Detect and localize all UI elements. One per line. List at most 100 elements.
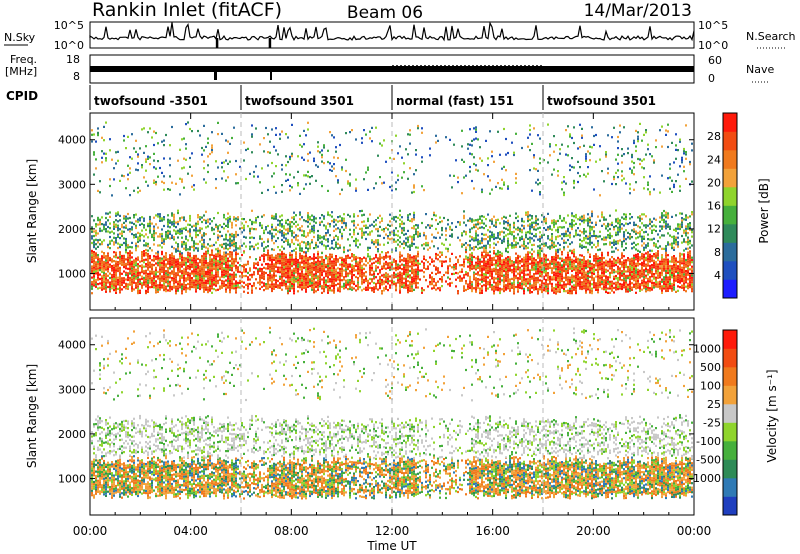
data-cell (209, 244, 211, 248)
data-cell (167, 260, 169, 263)
data-cell (473, 248, 475, 251)
data-cell (227, 248, 229, 251)
data-cell (195, 263, 197, 266)
data-cell (369, 271, 371, 274)
data-cell (225, 259, 227, 262)
data-cell (249, 230, 251, 233)
data-cell (159, 266, 161, 269)
data-cell (251, 236, 253, 239)
data-cell (123, 263, 125, 266)
data-cell (525, 258, 527, 261)
data-cell (539, 274, 541, 278)
data-cell (563, 263, 565, 266)
data-cell (477, 218, 479, 221)
data-cell (299, 274, 301, 278)
data-cell (185, 268, 187, 271)
data-cell (481, 256, 483, 259)
data-cell (325, 283, 327, 286)
nsearch-tick-low: 10^0 (698, 39, 728, 52)
data-cell (443, 243, 445, 246)
data-cell (319, 241, 321, 244)
data-cell (353, 228, 355, 231)
data-cell (99, 227, 101, 230)
data-cell (539, 270, 541, 273)
data-cell (419, 269, 421, 272)
data-cell (557, 248, 559, 251)
data-cell (401, 283, 403, 286)
data-cell (371, 223, 373, 226)
data-cell (269, 274, 271, 277)
data-cell (125, 220, 127, 223)
data-cell (129, 265, 131, 268)
data-cell (333, 282, 335, 285)
data-cell (171, 234, 173, 237)
data-cell (293, 285, 295, 288)
data-cell (273, 276, 275, 279)
data-cell (245, 268, 247, 271)
data-cell (245, 270, 247, 273)
data-cell (445, 227, 447, 230)
data-cell (485, 276, 487, 279)
data-cell (167, 236, 169, 239)
data-cell (501, 279, 503, 282)
data-cell (483, 264, 485, 267)
data-cell (441, 264, 443, 268)
data-cell (231, 287, 233, 290)
data-cell (373, 220, 375, 223)
data-cell (213, 243, 215, 247)
data-cell (153, 257, 155, 260)
data-cell (137, 231, 139, 234)
data-cell (109, 240, 111, 243)
data-cell (513, 235, 515, 238)
data-cell (207, 247, 209, 250)
data-cell (131, 228, 133, 231)
data-cell (187, 121, 189, 124)
data-cell (171, 256, 173, 260)
data-cell (493, 256, 495, 259)
data-cell (369, 277, 371, 281)
cpid-program-label: twofsound -3501 (94, 94, 208, 108)
data-cell (535, 217, 537, 220)
data-cell (267, 240, 269, 243)
data-cell (517, 263, 519, 266)
data-cell (323, 283, 325, 286)
data-cell (329, 278, 331, 281)
data-cell (533, 284, 535, 287)
data-cell (93, 273, 95, 276)
data-cell (421, 289, 423, 292)
data-cell (217, 236, 219, 239)
data-cell (315, 244, 317, 247)
data-cell (111, 260, 113, 263)
data-cell (545, 217, 547, 220)
data-cell (281, 253, 283, 256)
data-cell (203, 288, 205, 291)
data-cell (559, 152, 561, 155)
data-cell (409, 167, 411, 170)
data-cell (99, 229, 101, 233)
data-cell (135, 264, 137, 267)
data-cell (365, 264, 367, 267)
data-cell (395, 289, 397, 292)
data-cell (511, 244, 513, 247)
data-cell (119, 278, 121, 281)
data-cell (319, 278, 321, 281)
data-cell (179, 270, 181, 273)
data-cell (121, 232, 123, 235)
data-cell (195, 286, 197, 289)
data-cell (137, 272, 139, 275)
data-cell (227, 243, 229, 246)
data-cell (521, 217, 523, 220)
data-cell (297, 265, 299, 268)
data-cell (315, 276, 317, 279)
data-cell (527, 242, 529, 245)
data-cell (253, 245, 255, 248)
data-cell (521, 271, 523, 274)
data-cell (171, 223, 173, 226)
data-cell (535, 168, 537, 171)
data-cell (335, 245, 337, 249)
data-cell (199, 274, 201, 277)
data-cell (203, 234, 205, 237)
data-cell (529, 258, 531, 261)
data-cell (369, 257, 371, 260)
data-cell (205, 275, 207, 278)
